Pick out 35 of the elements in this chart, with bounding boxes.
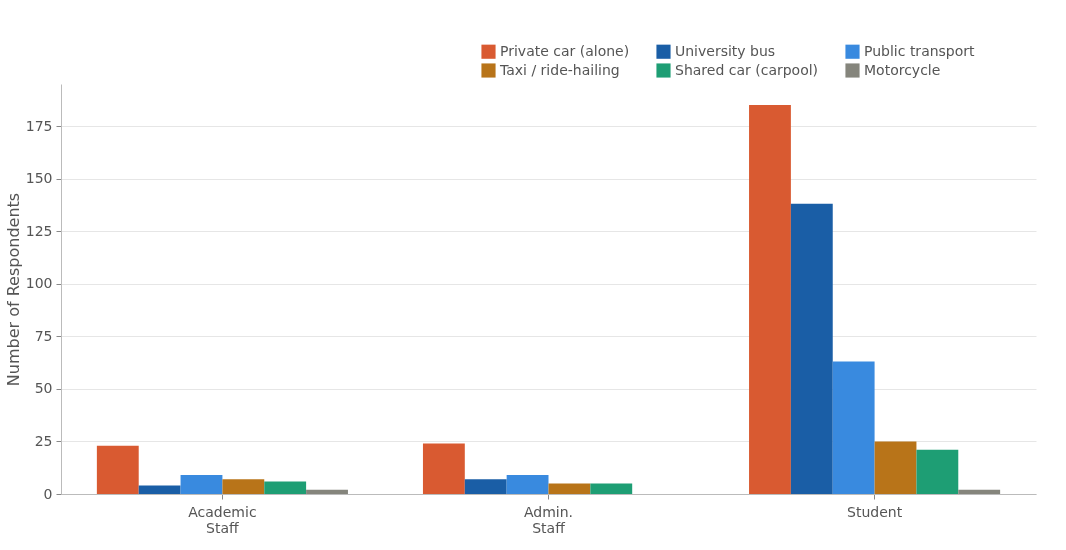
x-tick-label: Admin. Staff — [523, 503, 574, 536]
y-tick-label: 75 — [34, 327, 53, 344]
bar — [96, 445, 139, 494]
x-tick-label: Academic Staff — [188, 503, 257, 536]
y-tick-label: 150 — [25, 170, 53, 187]
bar — [590, 483, 633, 494]
bar — [222, 479, 265, 494]
y-tick-label: 100 — [25, 275, 53, 292]
y-tick-label: 125 — [25, 222, 53, 239]
y-tick-label: 50 — [34, 380, 53, 397]
bar — [506, 475, 549, 494]
bar — [138, 485, 181, 494]
bar — [180, 475, 223, 494]
y-tick-label: 25 — [34, 432, 53, 449]
bar — [422, 443, 465, 494]
y-tick-label: 0 — [43, 485, 53, 502]
bar — [464, 479, 507, 494]
legend-label: Private car (alone) — [500, 42, 630, 59]
bar — [264, 481, 307, 494]
bar — [306, 489, 348, 494]
bar — [548, 483, 591, 494]
y-axis-title: Number of Respondents — [3, 192, 23, 387]
bar — [958, 489, 1001, 494]
y-tick-label: 175 — [25, 117, 53, 134]
legend-label: Public transport — [864, 42, 976, 59]
legend-label: Motorcycle — [864, 61, 941, 78]
bar — [832, 361, 875, 494]
bar — [749, 105, 791, 494]
bar — [916, 449, 959, 494]
bar — [790, 203, 833, 494]
bar — [874, 441, 917, 494]
legend-label: Taxi / ride-hailing — [499, 61, 620, 78]
legend-label: Shared car (carpool) — [675, 61, 819, 78]
x-tick-label: Student — [847, 503, 903, 520]
legend-label: University bus — [675, 42, 776, 59]
